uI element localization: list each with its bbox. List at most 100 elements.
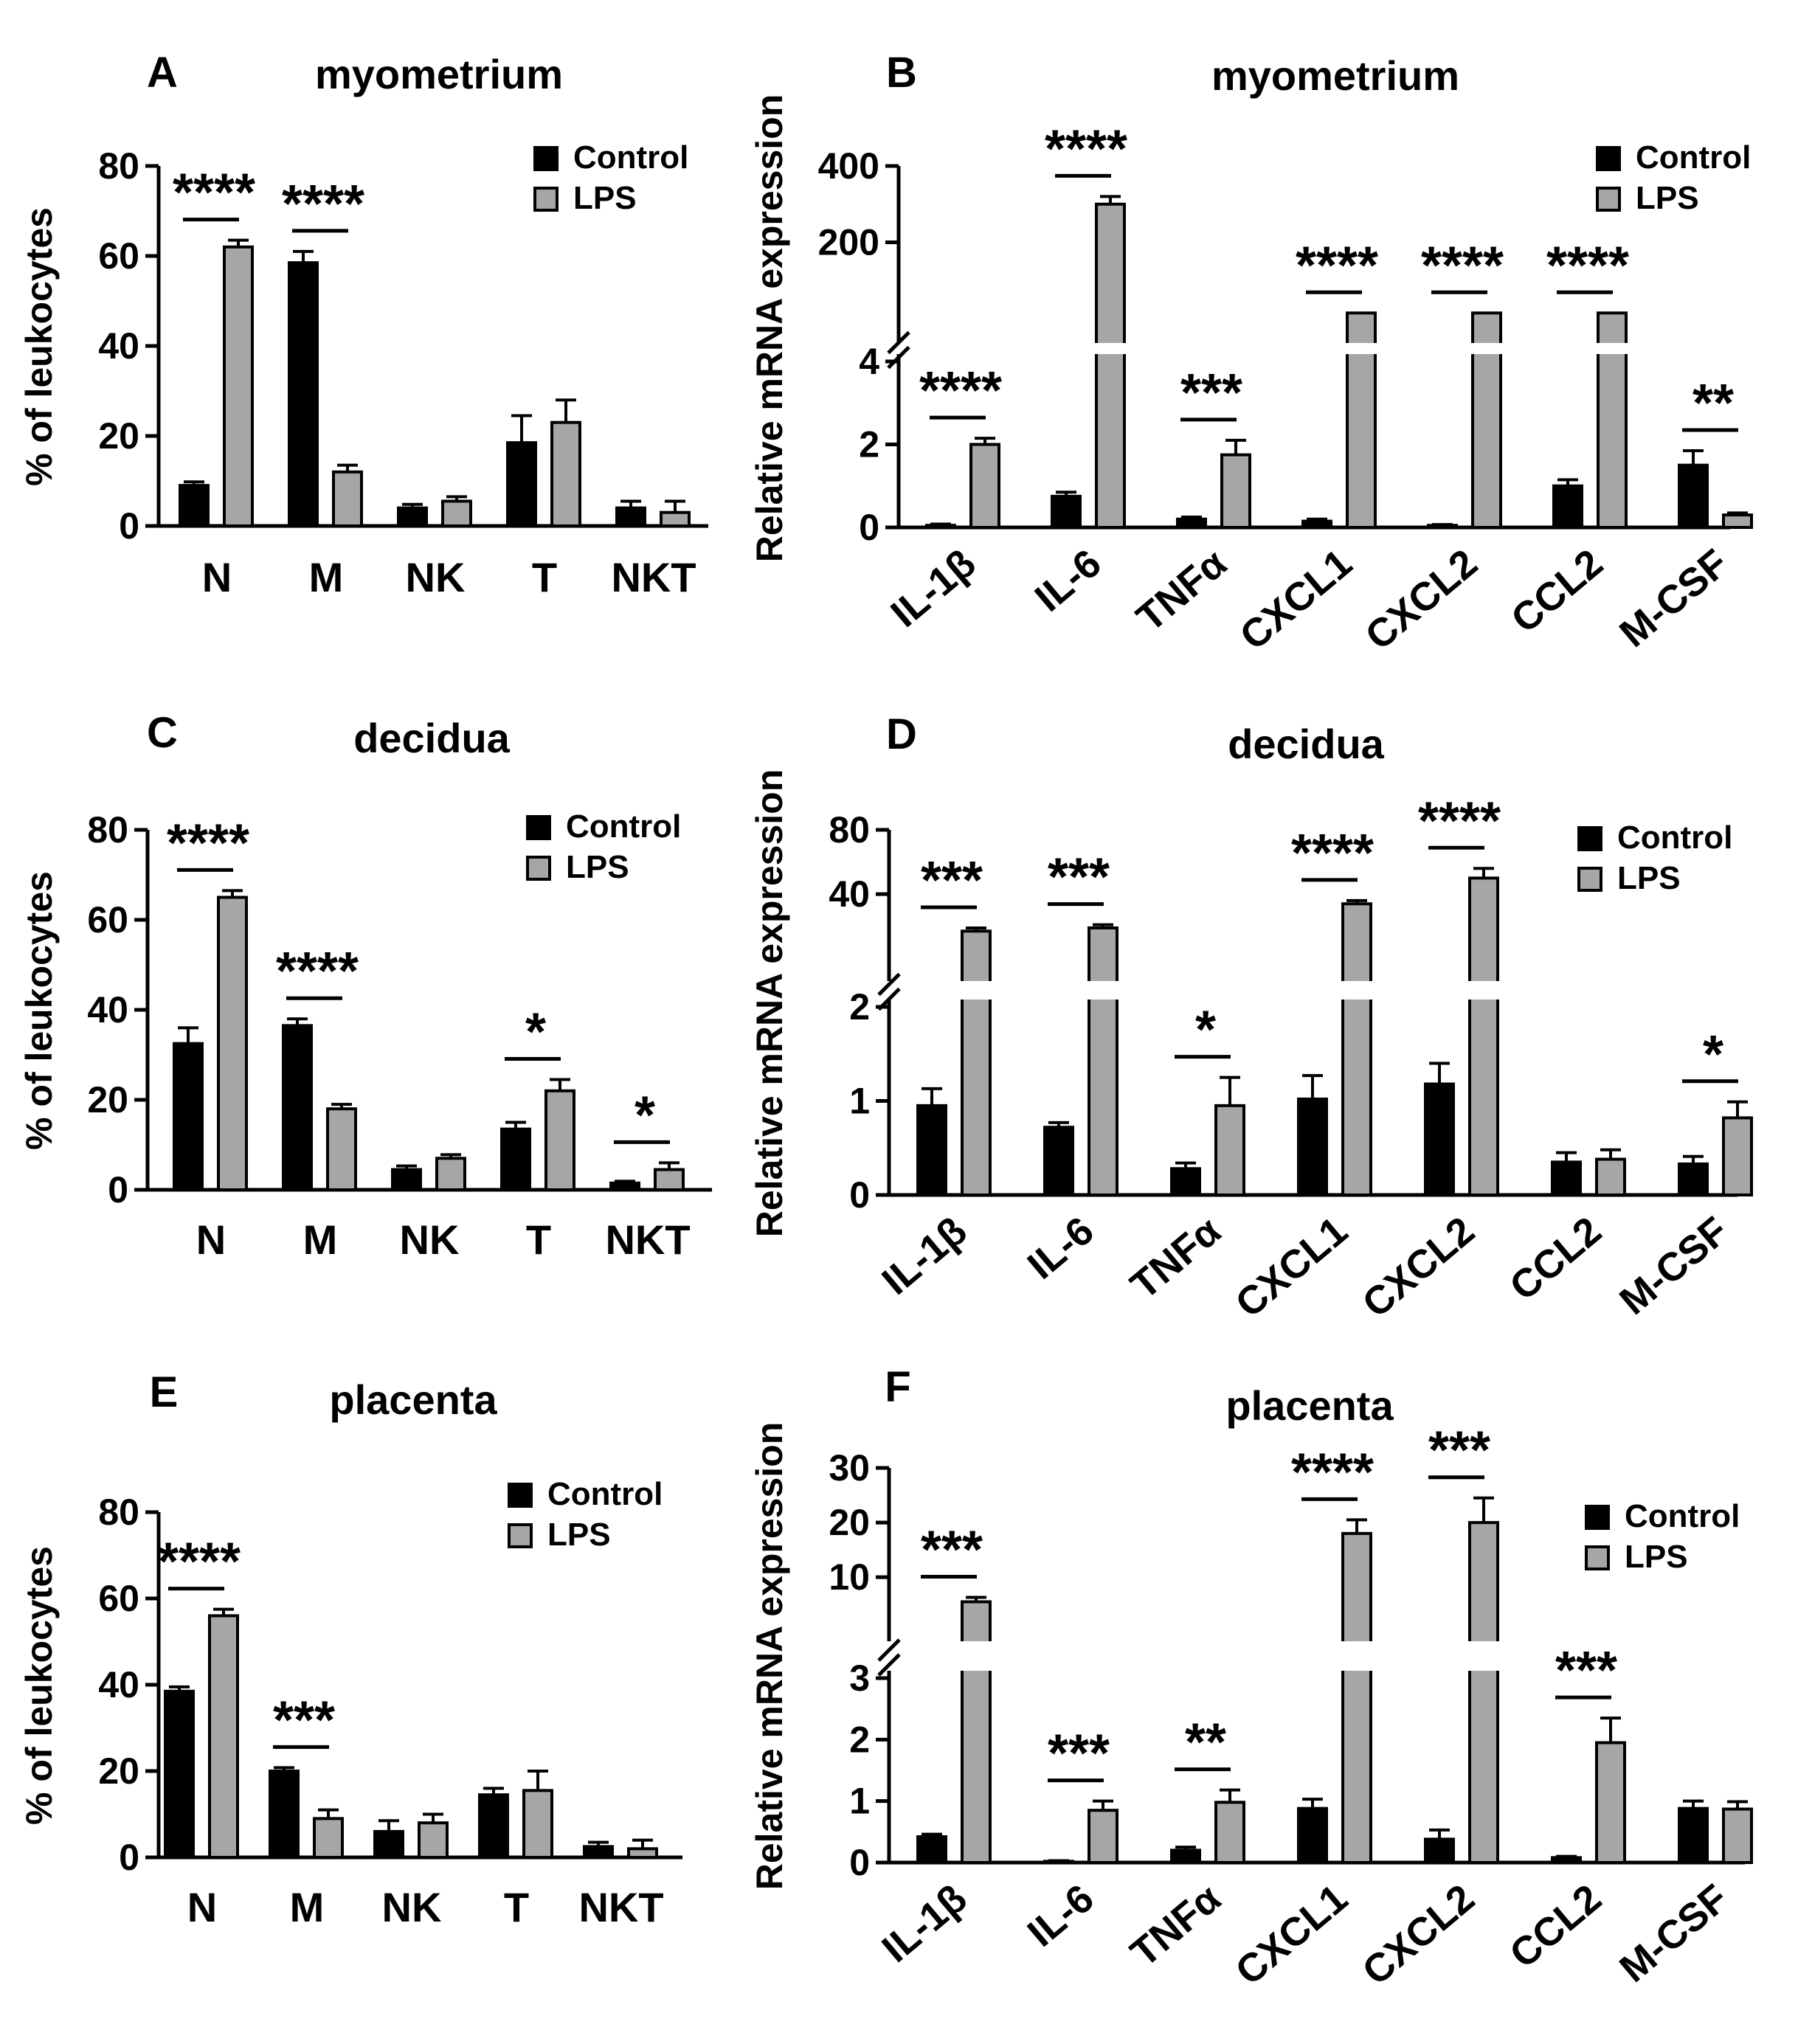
chart-title: decidua bbox=[1228, 721, 1384, 767]
significance-label: **** bbox=[1546, 236, 1629, 295]
x-tick-label: M-CSF bbox=[1611, 1208, 1737, 1323]
y-tick-label: 0 bbox=[119, 505, 139, 547]
bar-lps bbox=[208, 1614, 239, 1859]
bar-lps bbox=[660, 510, 691, 528]
x-tick-label: N bbox=[202, 554, 232, 600]
y-tick-label: 60 bbox=[87, 899, 128, 940]
legend-swatch-control bbox=[1585, 1505, 1610, 1530]
y-tick-label: 1 bbox=[849, 1781, 870, 1822]
legend-label-control: Control bbox=[1625, 1498, 1740, 1534]
legend: Control LPS bbox=[1596, 139, 1751, 216]
bar-lps bbox=[961, 1600, 992, 1864]
bar-control bbox=[1170, 1849, 1201, 1864]
significance-label: **** bbox=[1421, 236, 1504, 295]
significance-label: *** bbox=[1048, 1725, 1110, 1784]
bar-control bbox=[164, 1689, 195, 1859]
x-tick-label: NK bbox=[400, 1216, 460, 1263]
significance-label: **** bbox=[282, 175, 364, 234]
bar-break-gap bbox=[1470, 343, 1503, 354]
legend-swatch-lps bbox=[1596, 187, 1621, 212]
bar-break-gap bbox=[1345, 343, 1377, 354]
y-tick-label: 20 bbox=[829, 1502, 870, 1543]
bar-control bbox=[925, 524, 956, 529]
legend-label-lps: LPS bbox=[566, 849, 629, 885]
chart-title: placenta bbox=[1225, 1382, 1394, 1429]
y-tick-label: 80 bbox=[98, 145, 139, 187]
bar-control bbox=[282, 1024, 313, 1191]
y-tick-label: 2 bbox=[849, 1719, 870, 1760]
bar-control bbox=[615, 506, 646, 527]
legend-swatch-control bbox=[508, 1483, 533, 1508]
y-axis-label: Relative mRNA expression bbox=[749, 1422, 790, 1891]
bar-lps bbox=[1595, 1157, 1626, 1197]
chart-title: myometrium bbox=[315, 51, 563, 97]
x-tick-label: NKT bbox=[605, 1216, 690, 1263]
bar-lps bbox=[223, 245, 254, 527]
bar-break-gap bbox=[1341, 981, 1373, 1000]
y-tick-label: 0 bbox=[849, 1842, 870, 1883]
y-tick-label: 60 bbox=[98, 235, 139, 277]
x-tick-label: IL-1β bbox=[874, 1876, 975, 1971]
significance-label: ** bbox=[1185, 1714, 1226, 1773]
chart-title: decidua bbox=[353, 715, 510, 761]
x-tick-label: NK bbox=[406, 554, 466, 600]
bar-lps bbox=[961, 929, 992, 1197]
significance-label: **** bbox=[919, 361, 1002, 420]
legend-label-control: Control bbox=[566, 808, 681, 845]
bar-lps bbox=[550, 420, 581, 528]
bar-control bbox=[1678, 463, 1709, 529]
x-tick-label: CXCL1 bbox=[1232, 541, 1360, 659]
y-tick-label: 0 bbox=[119, 1837, 139, 1878]
bar-lps bbox=[332, 470, 363, 527]
axis-break-mark bbox=[877, 1653, 901, 1677]
y-tick-label: 80 bbox=[829, 809, 870, 850]
y-tick-label: 2 bbox=[849, 986, 870, 1028]
significance-label: * bbox=[635, 1086, 655, 1145]
significance-label: **** bbox=[158, 1533, 241, 1592]
y-axis-label: % of leukocytes bbox=[18, 207, 60, 486]
significance-label: * bbox=[1703, 1025, 1723, 1084]
bar-lps bbox=[1595, 1741, 1626, 1864]
y-axis-label: Relative mRNA expression bbox=[749, 769, 790, 1238]
significance-label: *** bbox=[1048, 848, 1110, 907]
bar-break-gap bbox=[1094, 343, 1127, 354]
x-tick-label: NKT bbox=[611, 554, 696, 600]
bar-lps bbox=[1722, 1116, 1753, 1196]
x-tick-label: N bbox=[187, 1884, 217, 1930]
bar-control bbox=[1424, 1837, 1455, 1864]
bar-control bbox=[916, 1835, 947, 1864]
bar-lps bbox=[435, 1157, 466, 1192]
significance-label: * bbox=[1195, 1001, 1216, 1060]
x-tick-label: T bbox=[504, 1884, 529, 1930]
significance-label: **** bbox=[173, 164, 255, 223]
y-tick-label: 20 bbox=[87, 1079, 128, 1120]
bar-lps bbox=[1341, 902, 1372, 1197]
x-tick-label: M-CSF bbox=[1611, 541, 1737, 656]
legend-swatch-lps bbox=[526, 856, 551, 881]
legend: Control LPS bbox=[526, 808, 681, 885]
y-axis-label: Relative mRNA expression bbox=[749, 94, 790, 563]
y-tick-label: 4 bbox=[859, 341, 879, 382]
y-tick-label: 1 bbox=[849, 1081, 870, 1122]
x-tick-label: IL-1β bbox=[874, 1208, 975, 1303]
x-tick-label: M bbox=[303, 1216, 338, 1263]
panel-letter: E bbox=[150, 1368, 179, 1416]
significance-label: ** bbox=[1692, 374, 1734, 433]
x-tick-label: CXCL1 bbox=[1228, 1876, 1356, 1994]
bar-break-gap bbox=[1087, 981, 1119, 1000]
y-tick-label: 30 bbox=[829, 1447, 870, 1489]
x-tick-label: T bbox=[532, 554, 557, 600]
bar-lps bbox=[1088, 1809, 1118, 1865]
legend-swatch-control bbox=[1596, 146, 1621, 171]
x-tick-label: IL-6 bbox=[1020, 1876, 1102, 1955]
y-tick-label: 10 bbox=[829, 1556, 870, 1598]
bar-lps bbox=[544, 1089, 575, 1192]
legend-label-lps: LPS bbox=[547, 1517, 611, 1553]
panel-letter: A bbox=[147, 49, 178, 97]
legend-label-control: Control bbox=[1617, 820, 1732, 856]
bar-control bbox=[1170, 1167, 1201, 1197]
y-tick-label: 3 bbox=[849, 1657, 870, 1699]
